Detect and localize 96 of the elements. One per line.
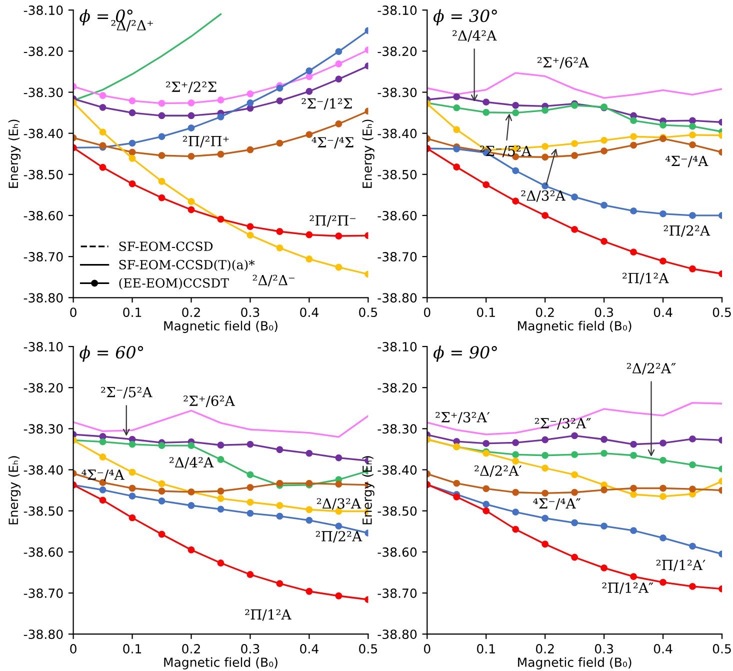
y-tick-label: -38.10 [24, 6, 63, 15]
annotation: ²Σ⁺/2²Σ [166, 82, 216, 94]
y-tick-label: -38.80 [24, 630, 63, 640]
x-tick-label: 0.1 [476, 308, 495, 318]
x-tick-label: 0.3 [594, 308, 613, 318]
chart-title: ϕ = 30° [433, 9, 497, 26]
annotation: ⁴Σ⁻/⁴A [82, 470, 124, 482]
y-tick-label: -38.60 [24, 210, 63, 220]
legend-label: (EE-EOM)CCSDT [119, 278, 229, 290]
annotation: ²Π/1²A [622, 272, 669, 284]
y-tick-label: -38.10 [378, 6, 417, 15]
y-tick-label: -38.40 [24, 128, 63, 138]
y-tick-label: -38.80 [378, 293, 417, 303]
legend-label: SF-EOM-CCSD [119, 242, 213, 252]
y-tick-label: -38.40 [24, 465, 63, 475]
y-tick-label: -38.50 [378, 506, 417, 516]
y-axis-title: Energy (Eₕ) [8, 120, 21, 188]
y-tick-label: -38.70 [24, 252, 63, 262]
y-tick-label: -38.30 [378, 424, 417, 434]
x-axis-title: Magnetic field (B₀) [164, 320, 278, 333]
x-tick-label: 0.5 [712, 644, 731, 654]
legend-label: SF-EOM-CCSD(T)(a)* [119, 260, 255, 272]
y-tick-label: -38.10 [378, 342, 417, 352]
x-axis-title: Magnetic field (B₀) [164, 657, 278, 670]
y-tick-label: -38.30 [24, 88, 63, 98]
annotation: ²Δ/²Δ⁻ [252, 274, 294, 286]
annotation: ²Σ⁺/6²A [184, 396, 235, 408]
annotation: ²Δ/4²A [452, 30, 497, 42]
x-tick-label: 0 [70, 308, 76, 318]
y-tick-label: -38.80 [378, 630, 417, 640]
y-tick-label: -38.70 [378, 588, 417, 598]
y-tick-label: -38.50 [24, 170, 63, 180]
y-tick-label: -38.60 [378, 547, 417, 557]
annotation: ²Σ⁻/5²A [101, 386, 152, 398]
annotation: ²Σ⁻/1²Σ [302, 98, 352, 110]
y-tick-label: -38.60 [378, 210, 417, 220]
annotation: ²Π/1²A″ [602, 582, 654, 594]
x-tick-label: 0.3 [594, 644, 613, 654]
y-tick-label: -38.40 [378, 465, 417, 475]
x-tick-label: 0.2 [536, 308, 554, 318]
annotation: ²Σ⁻/3²A″ [534, 418, 591, 430]
chart-title: ϕ = 60° [80, 346, 144, 362]
x-tick-label: 0 [70, 644, 76, 654]
y-tick-label: -38.30 [378, 88, 417, 98]
x-tick-label: 0.4 [300, 308, 318, 318]
annotation: ²Π/2²A [316, 530, 362, 543]
y-tick-label: -38.10 [24, 342, 63, 352]
x-tick-label: 0.3 [241, 308, 260, 318]
annotation: ²Π/²Π⁺ [182, 136, 229, 148]
annotation: ²Δ/3²A [316, 498, 362, 510]
annotation: ²Σ⁺/3²A′ [436, 412, 490, 424]
y-tick-label: -38.20 [378, 383, 417, 393]
annotation: ²Π/1²A′ [656, 560, 706, 572]
x-tick-label: 0.3 [241, 644, 260, 654]
annotation: ²Δ/4²A [170, 457, 214, 469]
x-axis-title: Magnetic field (B₀) [518, 320, 632, 333]
annotation: ²Π/2²A [664, 225, 710, 237]
x-tick-label: 0.4 [654, 308, 672, 318]
y-tick-label: -38.20 [24, 383, 63, 393]
annotation: ²Π/1²A [245, 609, 292, 621]
annotation: ⁴Σ⁻/⁴Σ [312, 137, 354, 149]
x-tick-label: 0.1 [123, 644, 142, 654]
x-tick-label: 0 [424, 644, 430, 654]
annotation: ²Π/²Π⁻ [310, 215, 356, 227]
y-tick-label: -38.70 [24, 588, 63, 598]
x-tick-label: 0 [424, 308, 430, 318]
x-tick-label: 0.2 [536, 644, 554, 654]
x-tick-label: 0.5 [359, 308, 378, 318]
y-tick-label: -38.40 [378, 128, 417, 138]
x-tick-label: 0.1 [476, 644, 495, 654]
x-tick-label: 0.5 [359, 644, 378, 654]
annotation: ²Δ/2²A′ [474, 465, 522, 478]
annotation: ²Σ⁺/6²A [537, 57, 589, 69]
x-axis-title: Magnetic field (B₀) [518, 657, 632, 670]
y-tick-label: -38.20 [378, 46, 417, 56]
x-tick-label: 0.2 [182, 644, 200, 654]
y-axis-title: Energy (Eₕ) [8, 456, 21, 524]
annotation: ⁴Σ⁻/⁴A″ [533, 498, 581, 510]
y-tick-label: -38.30 [24, 424, 63, 434]
x-tick-label: 0.2 [182, 308, 200, 318]
y-tick-label: -38.50 [24, 506, 63, 516]
chart-title: ϕ = 90° [433, 346, 497, 362]
x-tick-label: 0.4 [654, 644, 672, 654]
x-tick-label: 0.1 [123, 308, 142, 318]
annotation: ²Δ/2²A″ [626, 362, 676, 375]
annotation: ⁴Σ⁻/⁴A [665, 156, 708, 168]
y-tick-label: -38.50 [378, 170, 417, 180]
x-tick-label: 0.5 [712, 308, 731, 318]
y-tick-label: -38.60 [24, 547, 63, 557]
y-tick-label: -38.20 [24, 46, 63, 56]
y-axis-title: Energy (Eₕ) [362, 120, 374, 188]
annotation: ²Δ/3²A [521, 190, 566, 202]
y-tick-label: -38.80 [24, 293, 63, 303]
x-tick-label: 0.4 [300, 644, 318, 654]
y-axis-title: Energy (Eₕ) [362, 456, 374, 524]
y-tick-label: -38.70 [378, 252, 417, 262]
